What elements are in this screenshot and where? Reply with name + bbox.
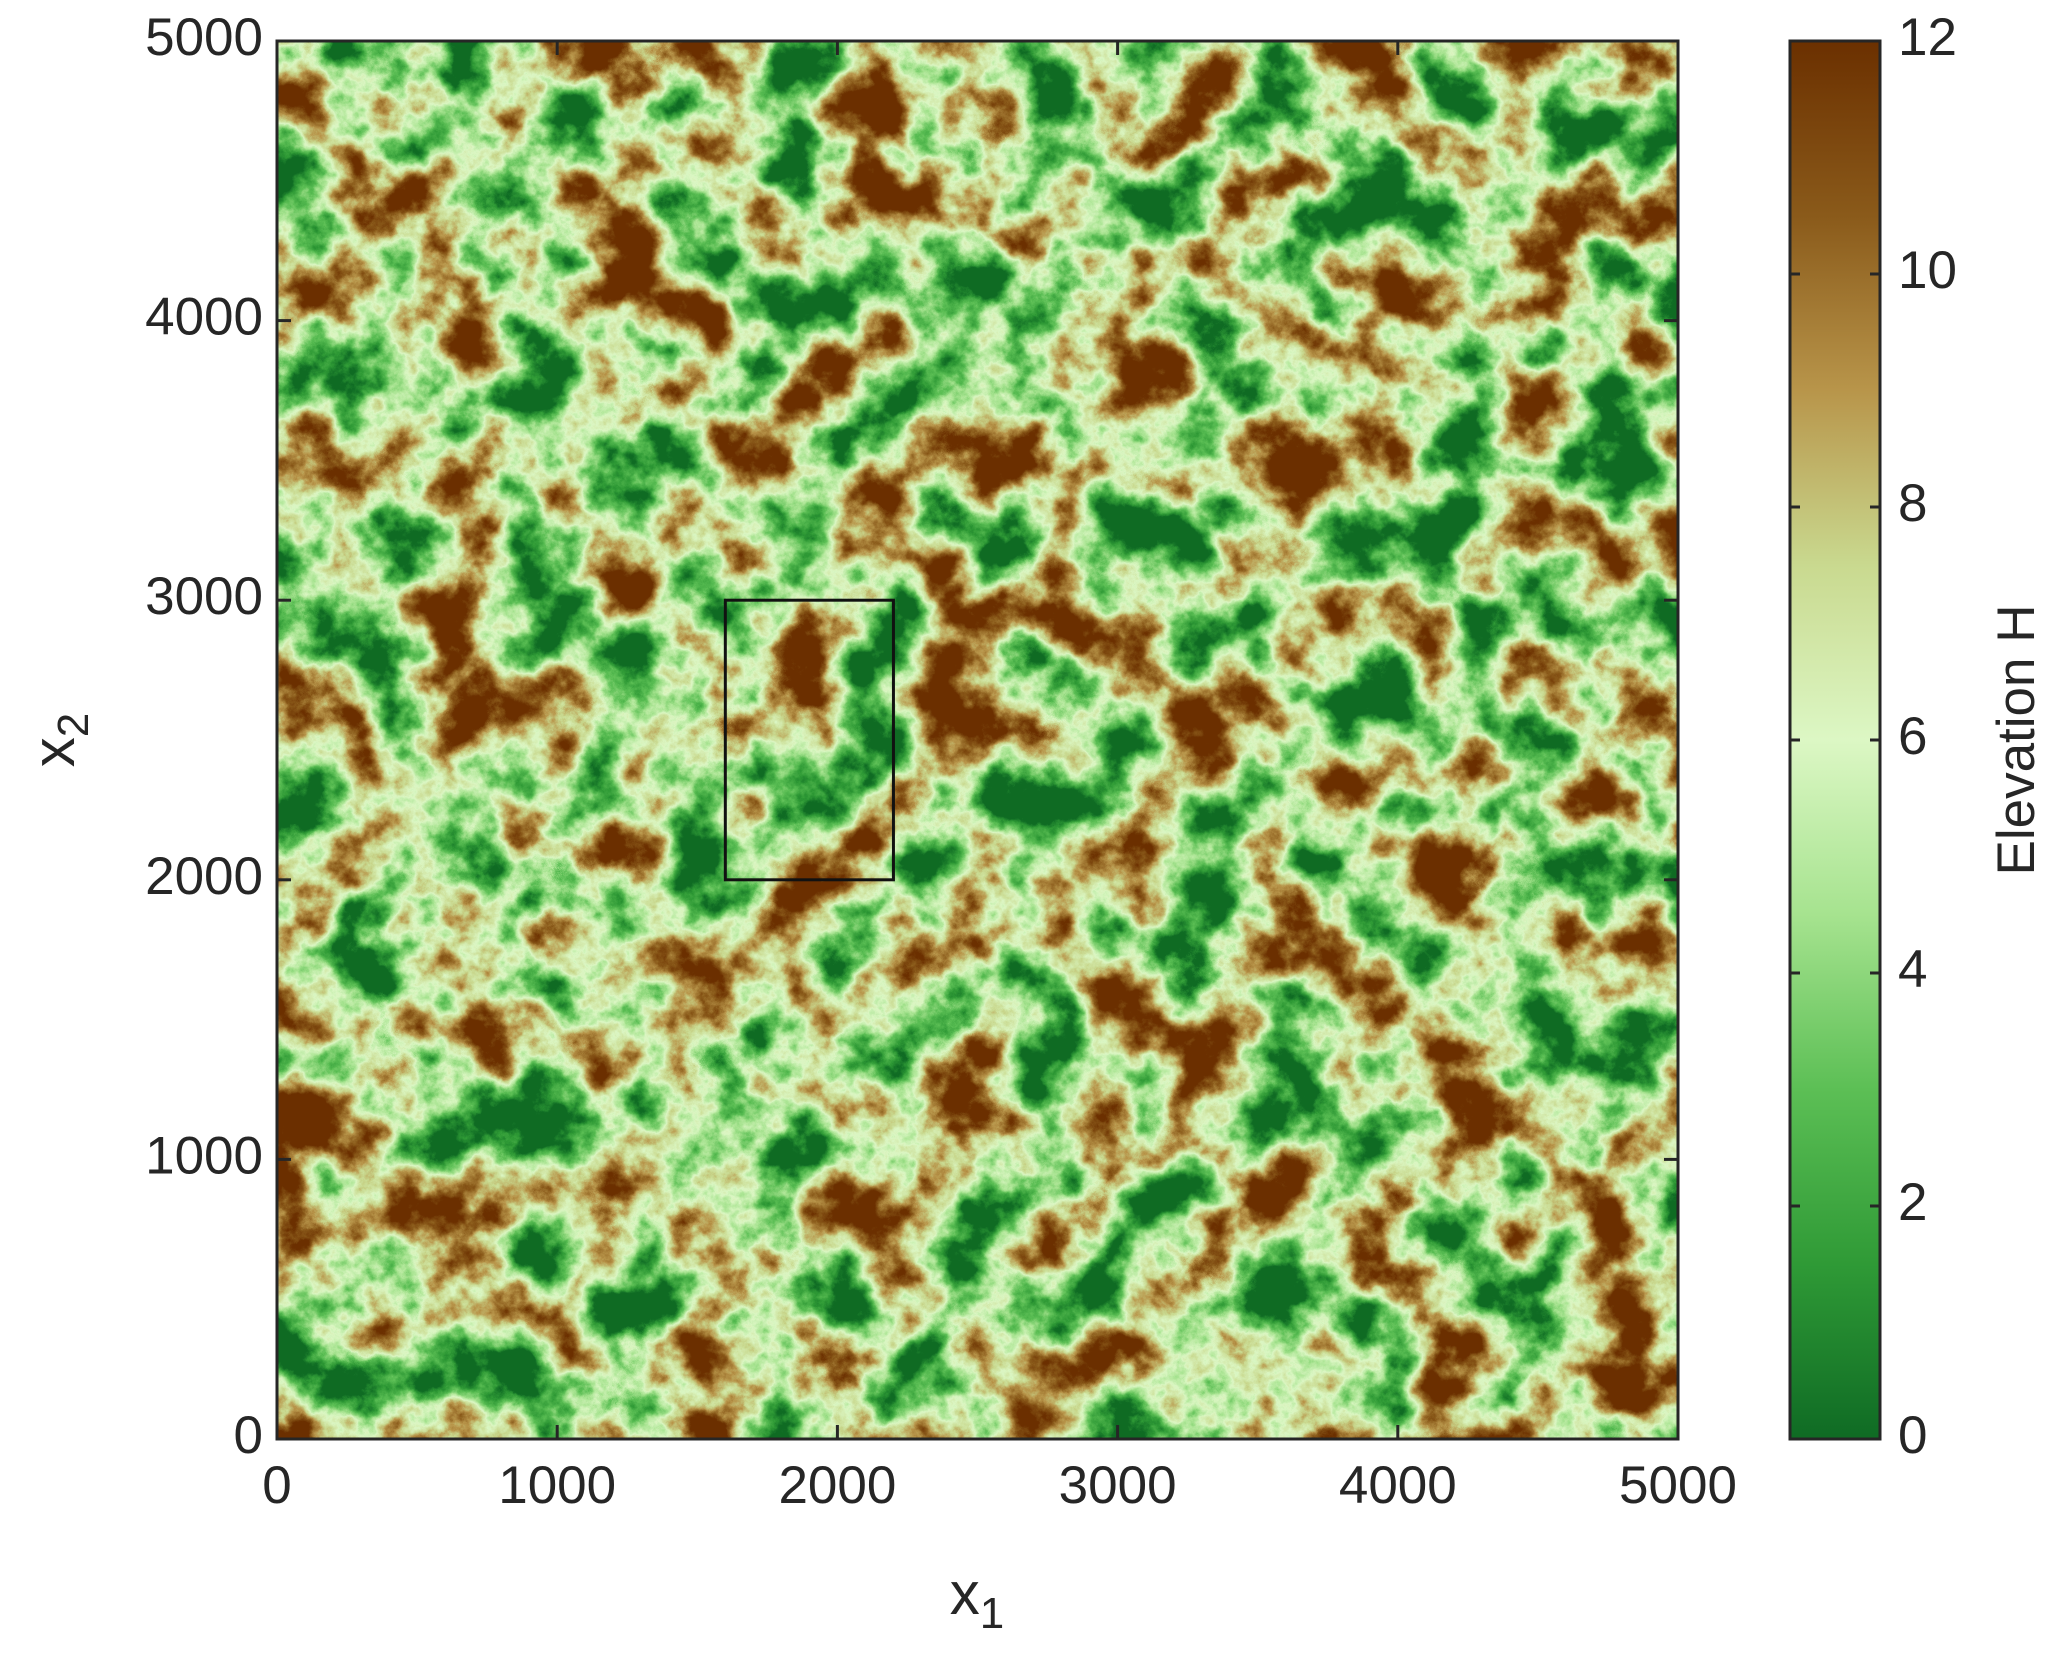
x-axis-label-main: x	[950, 1560, 980, 1627]
colorbar-tick-label: 0	[1898, 1406, 1927, 1465]
y-axis-label-subscript: 2	[49, 713, 98, 737]
y-tick-label: 3000	[145, 567, 263, 626]
x-axis-label-subscript: 1	[980, 1589, 1004, 1638]
y-tick-label: 4000	[145, 288, 263, 347]
y-tick-label: 2000	[145, 847, 263, 906]
colorbar-tick-label: 8	[1898, 474, 1927, 533]
colorbar-tick-label: 6	[1898, 707, 1927, 766]
colorbar-tick-label: 4	[1898, 940, 1927, 999]
x-tick-label: 4000	[1339, 1456, 1457, 1515]
x-tick-label: 0	[262, 1456, 291, 1515]
colorbar	[1788, 39, 1882, 1441]
y-tick-label: 5000	[145, 8, 263, 67]
colorbar-tick-label: 10	[1898, 241, 1957, 300]
x-axis-label: x1	[950, 1560, 1004, 1638]
y-axis-label-main: x	[20, 737, 87, 767]
x-tick-label: 3000	[1059, 1456, 1177, 1515]
x-tick-label: 1000	[498, 1456, 616, 1515]
axes-box	[275, 39, 1680, 1441]
x-tick-label: 5000	[1619, 1456, 1737, 1515]
colorbar-tick-label: 12	[1898, 8, 1957, 67]
heatmap-image	[277, 41, 1678, 1439]
y-tick-label: 0	[234, 1406, 263, 1465]
y-tick-label: 1000	[145, 1126, 263, 1185]
x-tick-label: 2000	[778, 1456, 896, 1515]
annotation-rect	[723, 598, 895, 882]
colorbar-label: Elevation H	[1987, 604, 2046, 875]
y-axis-label: x2	[20, 713, 98, 767]
colorbar-tick-label: 2	[1898, 1173, 1927, 1232]
